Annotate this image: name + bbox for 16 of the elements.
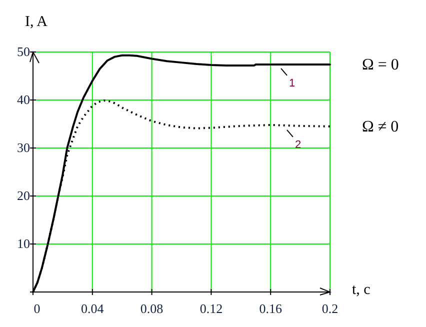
x-tick-label: 0 (34, 301, 40, 316)
text: Ω ≠ 0 (362, 118, 399, 136)
y-tick-label: 10 (17, 236, 30, 251)
y-tick-label: 30 (17, 140, 30, 155)
y-tick-label: 50 (17, 44, 30, 59)
y-axis-title: I, A (25, 14, 48, 30)
text: Ω = 0 (362, 56, 399, 74)
y-tick-label: 40 (17, 92, 30, 107)
x-tick-label: 0.12 (200, 301, 223, 316)
x-tick-label: 0.16 (259, 301, 282, 316)
x-tick-label: 0.04 (81, 301, 104, 316)
annotation: 1 (289, 77, 296, 90)
x-tick-label: 0.08 (140, 301, 164, 316)
y-tick-label: 20 (17, 188, 30, 203)
x-tick-label: 0.2 (322, 301, 338, 316)
x-axis-title: t, c (352, 282, 371, 298)
